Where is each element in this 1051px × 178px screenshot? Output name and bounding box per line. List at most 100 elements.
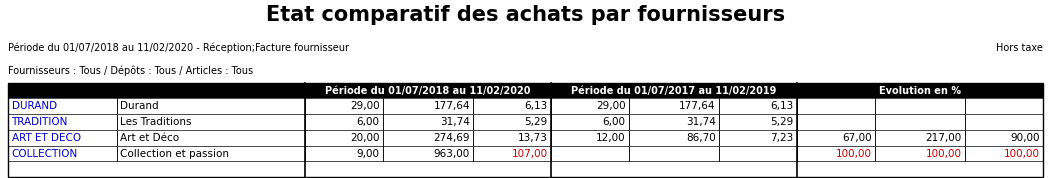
- Text: 31,74: 31,74: [686, 117, 716, 127]
- Text: ART ET DECO: ART ET DECO: [12, 133, 81, 143]
- Bar: [473, 146, 551, 161]
- Bar: [719, 98, 797, 114]
- Text: COLLECTION: COLLECTION: [12, 148, 78, 159]
- Bar: [874, 130, 965, 146]
- Bar: [8, 114, 117, 130]
- Bar: [551, 98, 628, 114]
- Bar: [797, 83, 1043, 98]
- Bar: [797, 98, 874, 114]
- Bar: [383, 98, 473, 114]
- Bar: [551, 114, 628, 130]
- Bar: [965, 146, 1043, 161]
- Bar: [628, 98, 719, 114]
- Bar: [874, 146, 965, 161]
- Bar: [719, 98, 797, 114]
- Text: 90,00: 90,00: [1010, 133, 1039, 143]
- Bar: [117, 98, 305, 114]
- Bar: [117, 114, 305, 130]
- Text: 67,00: 67,00: [842, 133, 871, 143]
- Text: C.A.: C.A.: [908, 101, 931, 111]
- Text: 31,74: 31,74: [440, 117, 470, 127]
- Text: 6,00: 6,00: [356, 117, 379, 127]
- Text: 100,00: 100,00: [836, 148, 871, 159]
- Text: 107,00: 107,00: [512, 148, 548, 159]
- Bar: [628, 98, 719, 114]
- Text: P.U.: P.U.: [992, 101, 1015, 111]
- Text: Durand: Durand: [120, 101, 159, 111]
- Text: 100,00: 100,00: [1004, 148, 1039, 159]
- Bar: [8, 98, 117, 114]
- Text: 6,13: 6,13: [524, 101, 548, 111]
- Text: P.U.: P.U.: [500, 101, 523, 111]
- Bar: [117, 146, 305, 161]
- Text: 12,00: 12,00: [596, 133, 625, 143]
- Text: 6,00: 6,00: [602, 117, 625, 127]
- Text: P.U.: P.U.: [746, 101, 769, 111]
- Bar: [8, 98, 1043, 114]
- Text: Evolution en %: Evolution en %: [879, 86, 961, 96]
- Text: 6,13: 6,13: [770, 101, 794, 111]
- Bar: [473, 130, 551, 146]
- Bar: [383, 98, 473, 114]
- Bar: [305, 114, 383, 130]
- Text: 963,00: 963,00: [434, 148, 470, 159]
- Bar: [551, 98, 628, 114]
- Text: Qté: Qté: [825, 101, 846, 111]
- Bar: [965, 114, 1043, 130]
- Text: DURAND: DURAND: [12, 101, 57, 111]
- Text: Fournisseurs : Tous / Dépôts : Tous / Articles : Tous: Fournisseurs : Tous / Dépôts : Tous / Ar…: [8, 66, 253, 76]
- Text: 5,29: 5,29: [770, 117, 794, 127]
- Bar: [8, 130, 1043, 146]
- Bar: [473, 98, 551, 114]
- Text: Famille: Famille: [190, 101, 232, 111]
- Bar: [628, 146, 719, 161]
- Text: 7,23: 7,23: [770, 133, 794, 143]
- Bar: [305, 83, 551, 98]
- Bar: [8, 98, 117, 114]
- Bar: [719, 114, 797, 130]
- Text: 274,69: 274,69: [433, 133, 470, 143]
- Text: Collection et passion: Collection et passion: [120, 148, 229, 159]
- Bar: [719, 146, 797, 161]
- Bar: [8, 146, 117, 161]
- Bar: [551, 146, 628, 161]
- Text: TRADITION: TRADITION: [12, 117, 68, 127]
- Text: Période du 01/07/2017 au 11/02/2019: Période du 01/07/2017 au 11/02/2019: [571, 86, 777, 96]
- Bar: [117, 130, 305, 146]
- Bar: [965, 98, 1043, 114]
- Text: Période du 01/07/2018 au 11/02/2020 - Réception;Facture fournisseur: Période du 01/07/2018 au 11/02/2020 - Ré…: [8, 43, 349, 53]
- Bar: [874, 98, 965, 114]
- Bar: [305, 146, 383, 161]
- Text: Hors taxe: Hors taxe: [995, 43, 1043, 53]
- Bar: [8, 114, 1043, 130]
- Text: 13,73: 13,73: [518, 133, 548, 143]
- Bar: [965, 130, 1043, 146]
- Bar: [797, 130, 874, 146]
- Text: 29,00: 29,00: [350, 101, 379, 111]
- Bar: [551, 83, 797, 98]
- Text: 217,00: 217,00: [925, 133, 962, 143]
- Bar: [719, 130, 797, 146]
- Bar: [8, 83, 1043, 98]
- Bar: [628, 130, 719, 146]
- Text: 5,29: 5,29: [524, 117, 548, 127]
- Bar: [628, 114, 719, 130]
- Text: Etat comparatif des achats par fournisseurs: Etat comparatif des achats par fournisse…: [266, 5, 785, 25]
- Bar: [8, 83, 1043, 177]
- Bar: [383, 114, 473, 130]
- Bar: [797, 98, 874, 114]
- Bar: [8, 130, 117, 146]
- Bar: [8, 146, 1043, 161]
- Text: Les Traditions: Les Traditions: [120, 117, 191, 127]
- Text: Art et Déco: Art et Déco: [120, 133, 180, 143]
- Bar: [797, 114, 874, 130]
- Bar: [305, 130, 383, 146]
- Bar: [305, 98, 383, 114]
- Text: 9,00: 9,00: [356, 148, 379, 159]
- Text: 177,64: 177,64: [433, 101, 470, 111]
- Text: C.A.: C.A.: [416, 101, 439, 111]
- Text: 86,70: 86,70: [686, 133, 716, 143]
- Bar: [8, 83, 305, 98]
- Text: Qté: Qté: [579, 101, 600, 111]
- Bar: [383, 146, 473, 161]
